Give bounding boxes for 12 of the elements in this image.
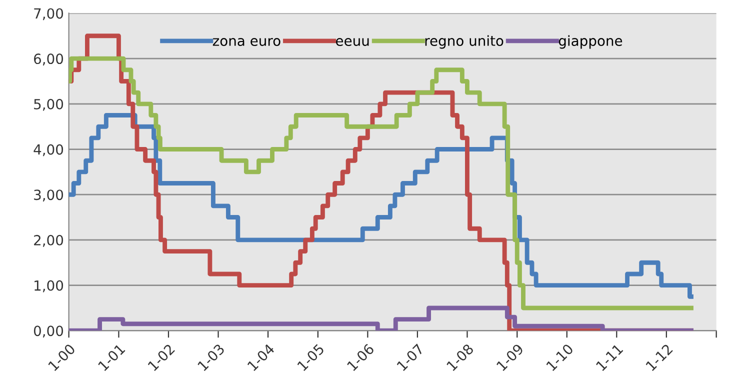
legend-label: giappone: [558, 35, 622, 49]
legend-label: zona euro: [212, 38, 280, 46]
y-tick-label: 1,00: [34, 280, 64, 292]
legend-label: regno unito: [425, 35, 504, 49]
y-tick-label: 5,00: [34, 98, 64, 111]
y-tick-label: 3,00: [34, 190, 64, 202]
y-tick-label: 0,00: [34, 326, 64, 338]
y-tick-label: 7,00: [34, 8, 64, 20]
y-tick-label: 6,00: [34, 54, 64, 66]
y-tick-label: 2,00: [34, 234, 64, 247]
y-tick-label: 4,00: [34, 144, 64, 156]
legend-label: eeuu: [336, 38, 369, 46]
